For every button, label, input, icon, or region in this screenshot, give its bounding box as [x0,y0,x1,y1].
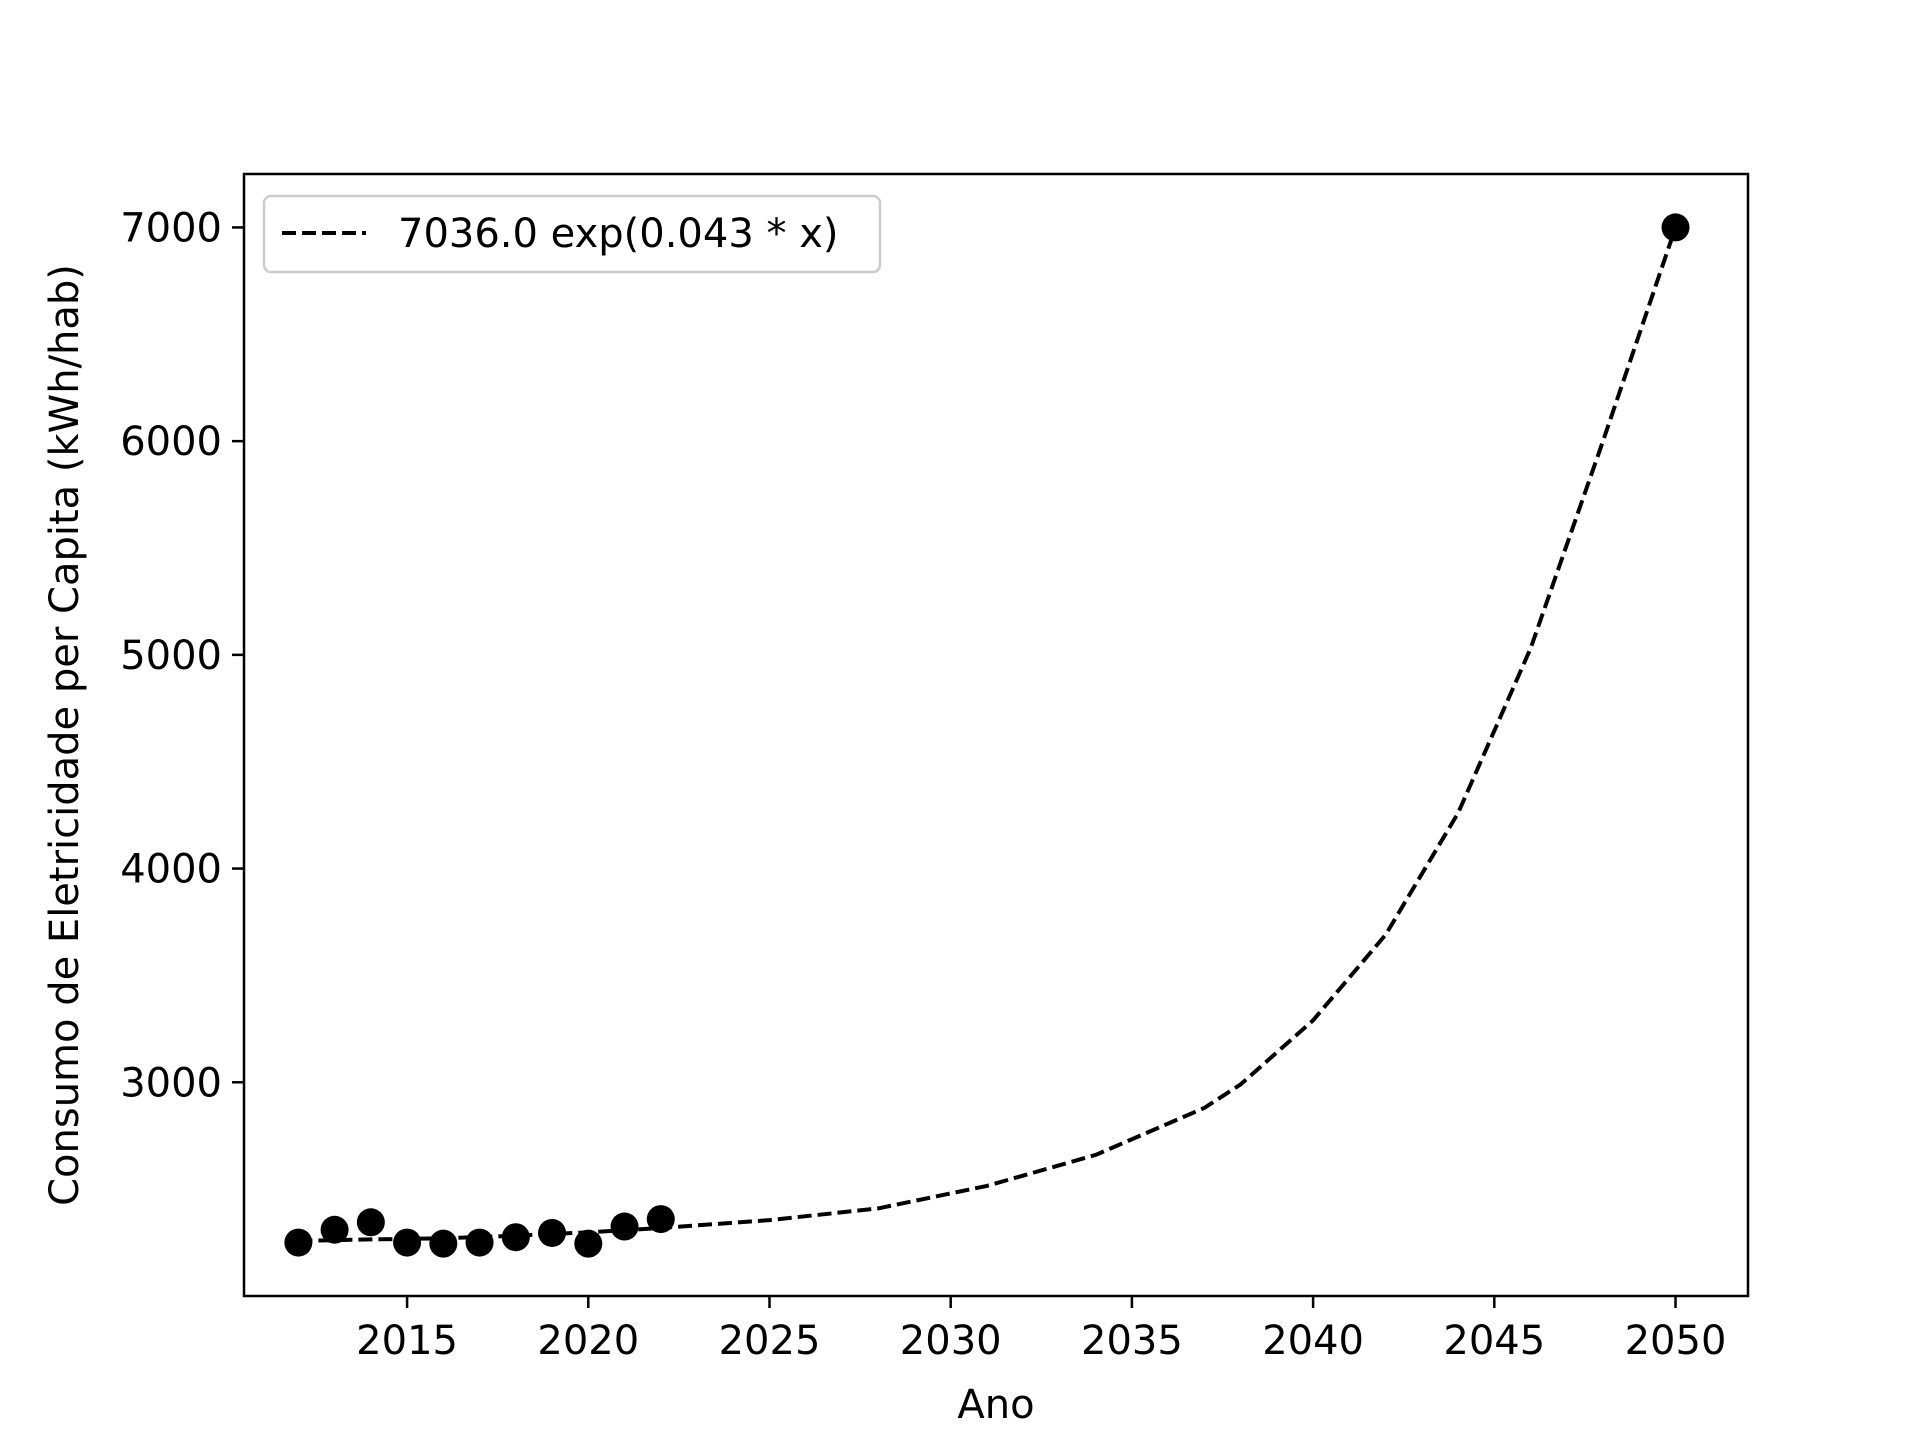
x-tick-label: 2045 [1443,1318,1545,1364]
data-point [356,1208,385,1237]
data-point [610,1212,639,1241]
x-tick-label: 2020 [537,1318,639,1364]
data-point [1661,213,1690,242]
data-point [646,1205,675,1234]
y-tick-label: 6000 [120,419,222,465]
x-tick-label: 2035 [1081,1318,1183,1364]
x-tick-label: 2040 [1262,1318,1364,1364]
y-axis-label: Consumo de Eletricidade per Capita (kWh/… [42,264,88,1206]
y-tick-label: 5000 [120,633,222,679]
x-axis-ticks: 2015 2020 2025 2030 2035 2040 2045 2050 [356,1296,1726,1364]
data-point [574,1229,603,1258]
legend-entry: 7036.0 exp(0.043 * x) [398,211,838,257]
x-tick-label: 2025 [719,1318,821,1364]
data-point [538,1218,567,1247]
scatter-points [284,213,1690,1258]
x-tick-label: 2050 [1625,1318,1727,1364]
y-axis-ticks: 3000 4000 5000 6000 7000 [120,205,244,1106]
y-tick-label: 3000 [120,1060,222,1106]
y-tick-label: 4000 [120,847,222,893]
y-tick-label: 7000 [120,205,222,251]
legend-box [262,194,882,274]
x-tick-label: 2015 [356,1318,458,1364]
data-point [465,1228,494,1257]
data-point [429,1229,458,1258]
x-tick-label: 2030 [900,1318,1002,1364]
data-point [393,1228,422,1257]
data-point [320,1215,349,1244]
plot-area [242,172,1750,1298]
x-axis-label: Ano [957,1382,1034,1428]
data-point [284,1228,313,1257]
legend: 7036.0 exp(0.043 * x) [262,194,882,274]
data-point [501,1223,530,1252]
